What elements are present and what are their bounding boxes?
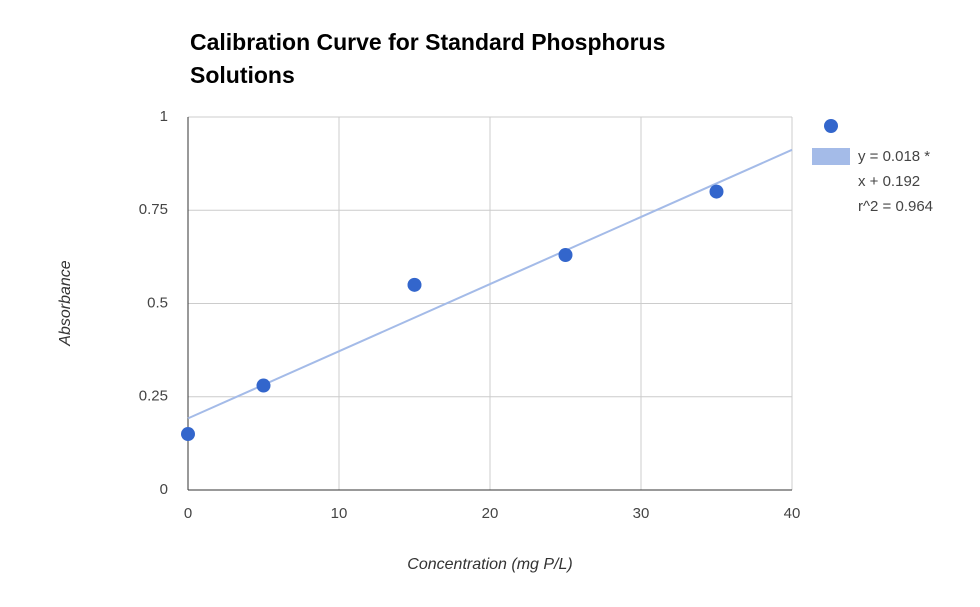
legend-marker	[824, 119, 838, 133]
x-tick-label: 20	[482, 505, 499, 522]
y-tick-label: 0	[160, 481, 168, 498]
point	[256, 378, 271, 393]
point	[181, 427, 195, 442]
legend-label: r^2 = 0.964	[858, 198, 933, 215]
legend-label: y = 0.018 *	[858, 148, 930, 165]
trendline	[187, 148, 793, 420]
x-axis-title: Concentration (mg P/L)	[407, 556, 572, 573]
x-tick-label: 0	[184, 505, 192, 522]
point	[558, 248, 573, 263]
y-tick-label: 1	[160, 108, 168, 125]
point	[709, 184, 724, 199]
x-tick-label: 30	[633, 505, 650, 522]
y-tick-label: 0.75	[139, 201, 168, 218]
y-axis-title: Absorbance	[57, 260, 74, 346]
y-tick-label: 0.25	[139, 388, 168, 405]
legend-swatch	[812, 148, 850, 165]
y-tick-label: 0.5	[147, 294, 168, 311]
legend-label: x + 0.192	[858, 173, 920, 190]
chart-title: Calibration Curve for Standard Phosphoru…	[190, 29, 666, 88]
x-tick-label: 40	[784, 505, 801, 522]
x-tick-label: 10	[331, 505, 348, 522]
point	[407, 277, 422, 292]
